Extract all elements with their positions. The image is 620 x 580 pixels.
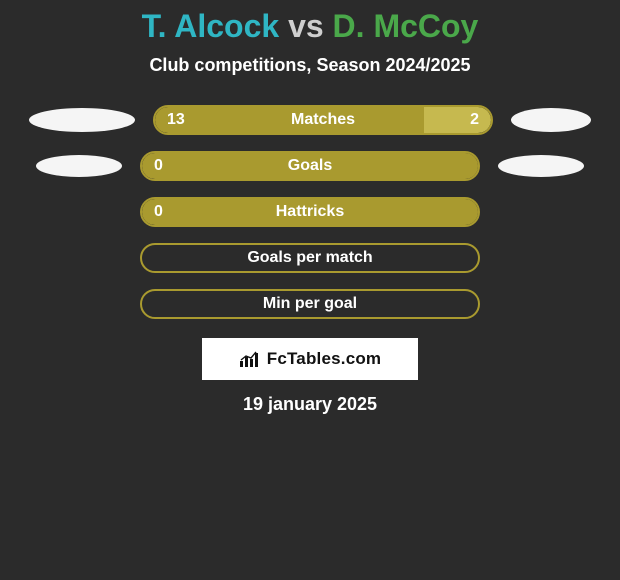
stat-label: Hattricks xyxy=(142,203,478,221)
title-vs: vs xyxy=(288,8,324,44)
stat-bar: Goals per match xyxy=(140,243,480,273)
stat-value-left: 0 xyxy=(154,203,163,221)
barchart-icon xyxy=(239,350,261,368)
stat-label: Goals per match xyxy=(142,249,478,267)
ellipse-marker-right xyxy=(511,108,591,132)
logo-box: FcTables.com xyxy=(202,338,418,380)
stat-row: Goals per match xyxy=(0,242,620,274)
date-label: 19 january 2025 xyxy=(0,394,620,415)
stat-row: Matches13 2 xyxy=(0,104,620,136)
stat-rows: Matches132Goals0Hattricks0Goals per matc… xyxy=(0,104,620,320)
stat-row: Hattricks0 xyxy=(0,196,620,228)
stat-value-left: 0 xyxy=(154,157,163,175)
stat-bar: Hattricks0 xyxy=(140,197,480,227)
ellipse-marker-left xyxy=(29,108,135,132)
stat-label: Matches xyxy=(155,111,491,129)
stat-row: Min per goal xyxy=(0,288,620,320)
comparison-infographic: T. Alcock vs D. McCoy Club competitions,… xyxy=(0,0,620,415)
stat-row: Goals0 xyxy=(0,150,620,182)
stat-bar: Min per goal xyxy=(140,289,480,319)
page-title: T. Alcock vs D. McCoy xyxy=(0,8,620,45)
stat-label: Goals xyxy=(142,157,478,175)
stat-value-left: 13 xyxy=(167,111,185,129)
stat-value-right: 2 xyxy=(470,111,479,129)
subtitle: Club competitions, Season 2024/2025 xyxy=(0,55,620,76)
logo-text: FcTables.com xyxy=(267,349,382,369)
stat-bar: Matches13 2 xyxy=(153,105,493,135)
title-player1: T. Alcock xyxy=(142,8,280,44)
ellipse-marker-left xyxy=(36,155,122,177)
stat-label: Min per goal xyxy=(142,295,478,313)
stat-bar: Goals0 xyxy=(140,151,480,181)
title-player2: D. McCoy xyxy=(333,8,479,44)
ellipse-marker-right xyxy=(498,155,584,177)
